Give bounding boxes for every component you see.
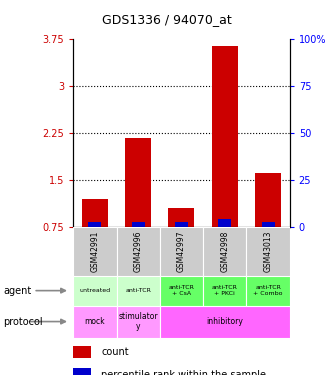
Bar [203,227,246,276]
Text: anti-TCR: anti-TCR [125,288,151,293]
Bar [117,276,160,306]
Text: count: count [102,347,129,357]
Text: GSM42998: GSM42998 [220,231,229,272]
Text: mock: mock [85,317,105,326]
Bar [117,227,160,276]
Text: GSM42991: GSM42991 [90,231,100,272]
Text: GSM42997: GSM42997 [177,231,186,272]
Bar [73,368,91,375]
Text: stimulator
y: stimulator y [119,312,158,331]
Text: anti-TCR
+ CsA: anti-TCR + CsA [168,285,194,296]
Bar [160,227,203,276]
Text: untreated: untreated [79,288,111,293]
Bar [117,306,160,338]
Bar [262,222,275,227]
Bar [218,219,231,227]
Bar [175,222,188,227]
Bar [73,276,117,306]
Bar [160,306,290,338]
Text: GDS1336 / 94070_at: GDS1336 / 94070_at [102,13,231,26]
Bar [73,306,117,338]
Text: inhibitory: inhibitory [206,317,243,326]
Bar [73,346,91,358]
Bar [132,222,145,227]
Bar [168,208,194,227]
Bar [246,227,290,276]
Bar [89,222,101,227]
Text: GSM42996: GSM42996 [134,231,143,272]
Text: protocol: protocol [3,316,43,327]
Text: anti-TCR
+ Combo: anti-TCR + Combo [253,285,283,296]
Bar [160,276,203,306]
Text: GSM43013: GSM43013 [263,231,273,272]
Text: anti-TCR
+ PKCi: anti-TCR + PKCi [212,285,238,296]
Bar [82,199,108,227]
Bar [73,227,117,276]
Bar [246,276,290,306]
Text: percentile rank within the sample: percentile rank within the sample [102,369,266,375]
Text: agent: agent [3,286,32,296]
Bar [255,172,281,227]
Bar [125,138,151,227]
Bar [203,276,246,306]
Bar [212,46,238,227]
